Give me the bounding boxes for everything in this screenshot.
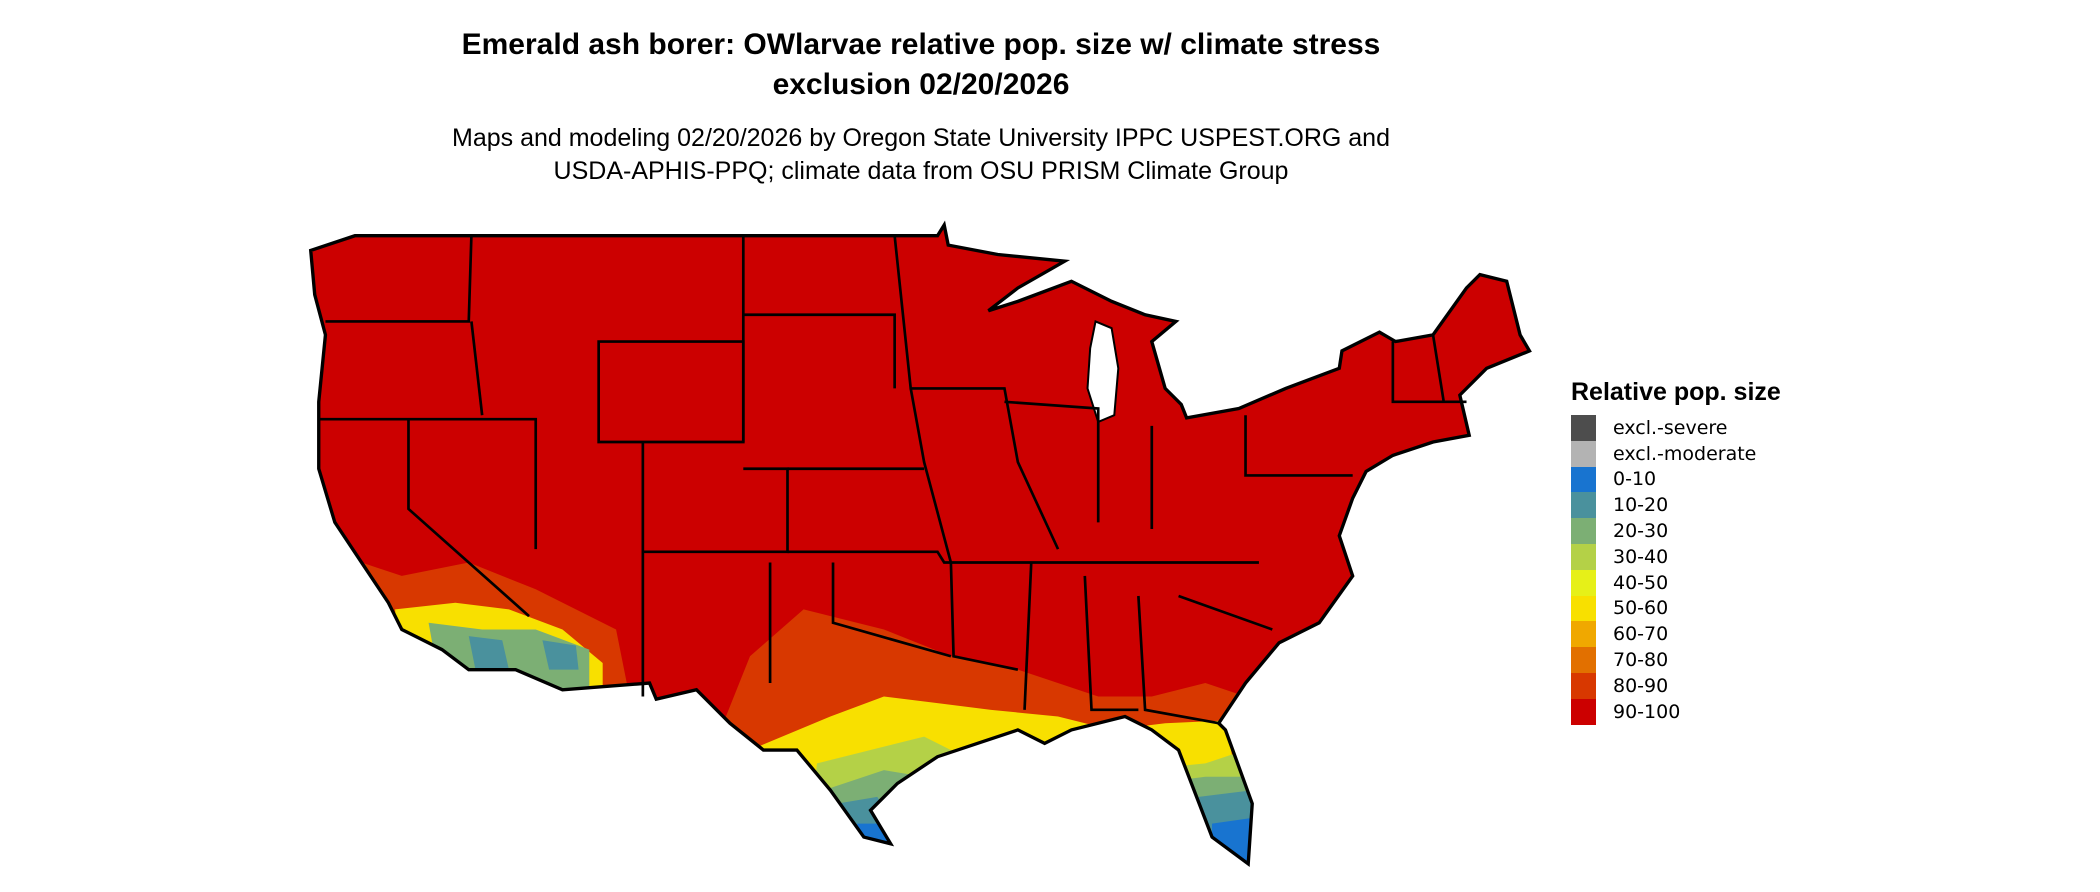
legend-swatch: [1571, 621, 1596, 648]
legend-swatch: [1571, 492, 1596, 519]
legend-swatch: [1571, 672, 1596, 699]
legend-label: 90-100: [1613, 700, 1681, 723]
legend-swatch: [1571, 647, 1596, 673]
legend-label: 20-30: [1613, 520, 1669, 543]
legend-label: 50-60: [1613, 597, 1669, 620]
legend-swatch: [1571, 569, 1596, 596]
zone-0-10: [857, 816, 1259, 864]
lake-michigan: [1086, 320, 1120, 424]
legend-label: 0-10: [1613, 468, 1657, 491]
us-outline: [308, 220, 1532, 868]
zone-50-60: [750, 696, 1259, 864]
legend-label: excl.-moderate: [1613, 442, 1757, 465]
legend-label: 30-40: [1613, 545, 1669, 568]
legend-item: 60-70: [1571, 621, 1781, 648]
legend-label: 40-50: [1613, 571, 1669, 594]
zone-10-20: [830, 790, 1259, 864]
legend-item: 90-100: [1571, 698, 1781, 725]
legend-item: 70-80: [1571, 647, 1781, 673]
map-title-line1: Emerald ash borer: OWlarvae relative pop…: [461, 28, 1381, 61]
legend-item: excl.-moderate: [1571, 440, 1781, 467]
legend: Relative pop. size excl.-severe excl.-mod…: [1571, 378, 1781, 725]
legend-item: excl.-severe: [1571, 415, 1781, 441]
legend-item: 40-50: [1571, 569, 1781, 596]
map-title-line2: exclusion 02/20/2026: [772, 68, 1070, 101]
legend-label: 80-90: [1613, 674, 1669, 697]
legend-item: 30-40: [1571, 543, 1781, 570]
legend-item: 10-20: [1571, 492, 1781, 519]
legend-swatch: [1571, 440, 1596, 467]
state-borders: [318, 234, 1467, 725]
legend-title: Relative pop. size: [1571, 378, 1781, 406]
legend-item: 80-90: [1571, 672, 1781, 699]
legend-item: 50-60: [1571, 595, 1781, 622]
legend-swatch: [1571, 466, 1596, 493]
legend-swatch: [1571, 698, 1596, 725]
legend-swatch: [1571, 518, 1596, 544]
legend-label: 70-80: [1613, 649, 1669, 672]
legend-item: 0-10: [1571, 466, 1781, 493]
map-subtitle-line2: USDA-APHIS-PPQ; climate data from OSU PR…: [553, 157, 1289, 185]
map-subtitle-line1: Maps and modeling 02/20/2026 by Oregon S…: [452, 124, 1390, 152]
legend-item: 20-30: [1571, 518, 1781, 544]
legend-swatch: [1571, 595, 1596, 622]
legend-label: 60-70: [1613, 623, 1669, 646]
legend-swatch: [1571, 415, 1596, 441]
legend-swatch: [1571, 543, 1596, 570]
legend-label: excl.-severe: [1613, 416, 1728, 439]
legend-label: 10-20: [1613, 494, 1669, 517]
zone-southwest-10-20: [468, 636, 579, 670]
